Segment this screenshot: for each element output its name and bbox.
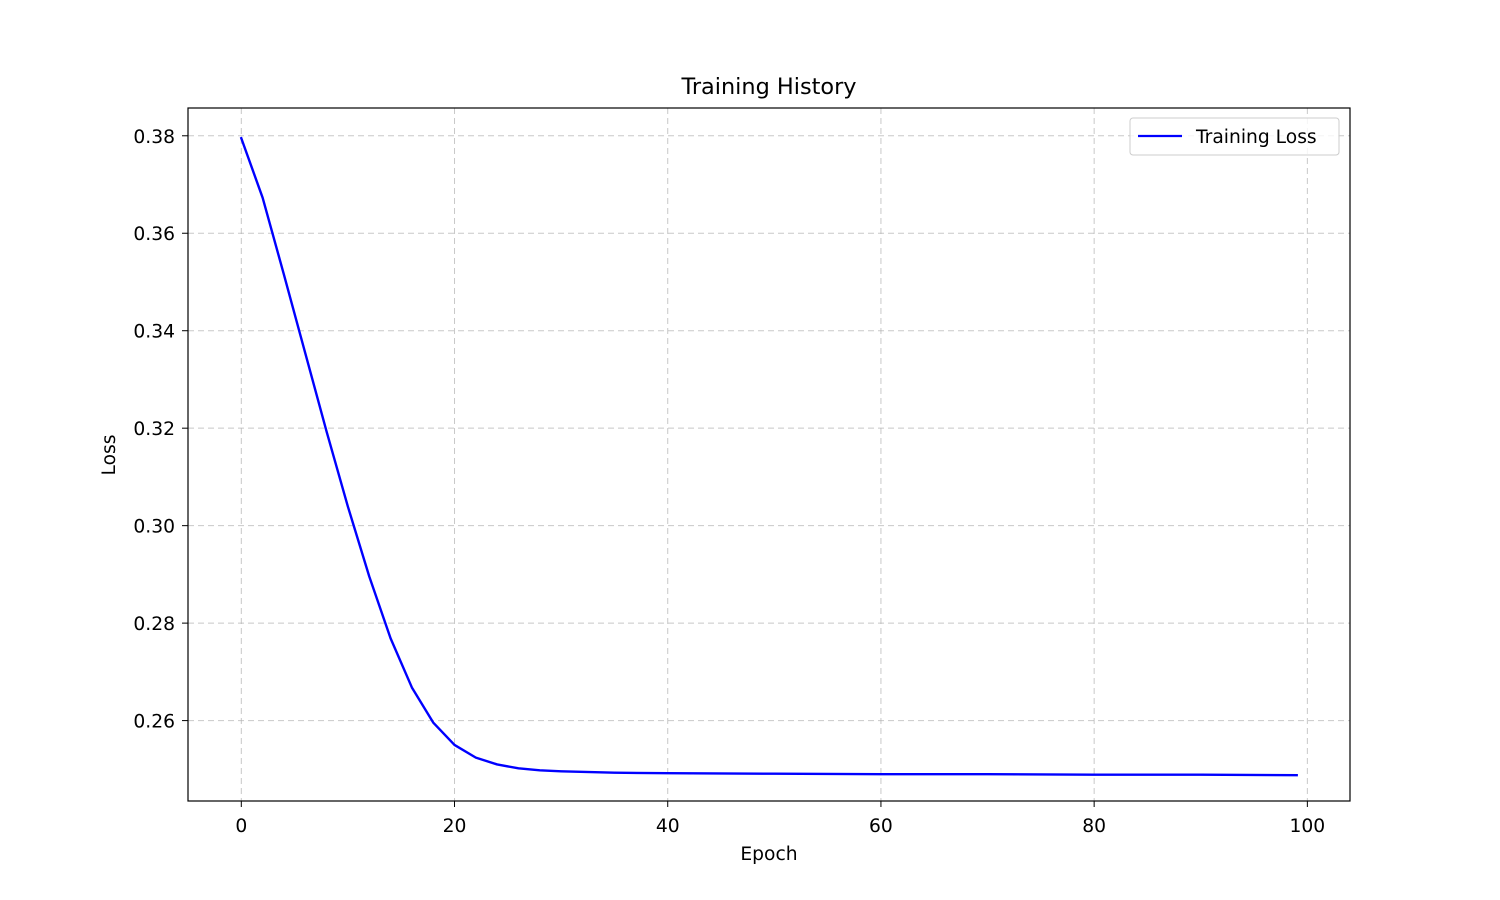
legend: Training Loss [1129,117,1340,156]
x-tick-label: 60 [869,816,893,837]
y-tick-label: 0.30 [133,517,175,538]
plot-frame [187,107,1351,802]
y-tick-label: 0.36 [133,224,175,245]
y-tick-label: 0.26 [133,712,175,733]
plot-area [188,108,1350,801]
x-tick-label: 0 [235,816,247,837]
legend-box [1129,117,1340,156]
x-tick-label: 80 [1082,816,1106,837]
y-tick-label: 0.38 [133,127,175,148]
x-tick-label: 40 [656,816,680,837]
ticks: 0 20 40 60 80 100 0.26 0.28 0.30 0.32 0.34 0.36 0.38 [133,127,1325,837]
chart-title: Training History [680,74,856,100]
y-tick-label: 0.32 [133,419,175,440]
series-line-training-loss [239,136,1298,777]
legend-label: Training Loss [1195,127,1317,148]
grid [188,108,1350,801]
x-tick-label: 100 [1290,816,1326,837]
y-axis-title: Loss [99,435,120,476]
x-axis-title: Epoch [740,844,797,865]
y-tick-label: 0.28 [133,614,175,635]
series-layer [239,136,1298,777]
x-tick-label: 20 [443,816,467,837]
y-tick-label: 0.34 [133,322,175,343]
